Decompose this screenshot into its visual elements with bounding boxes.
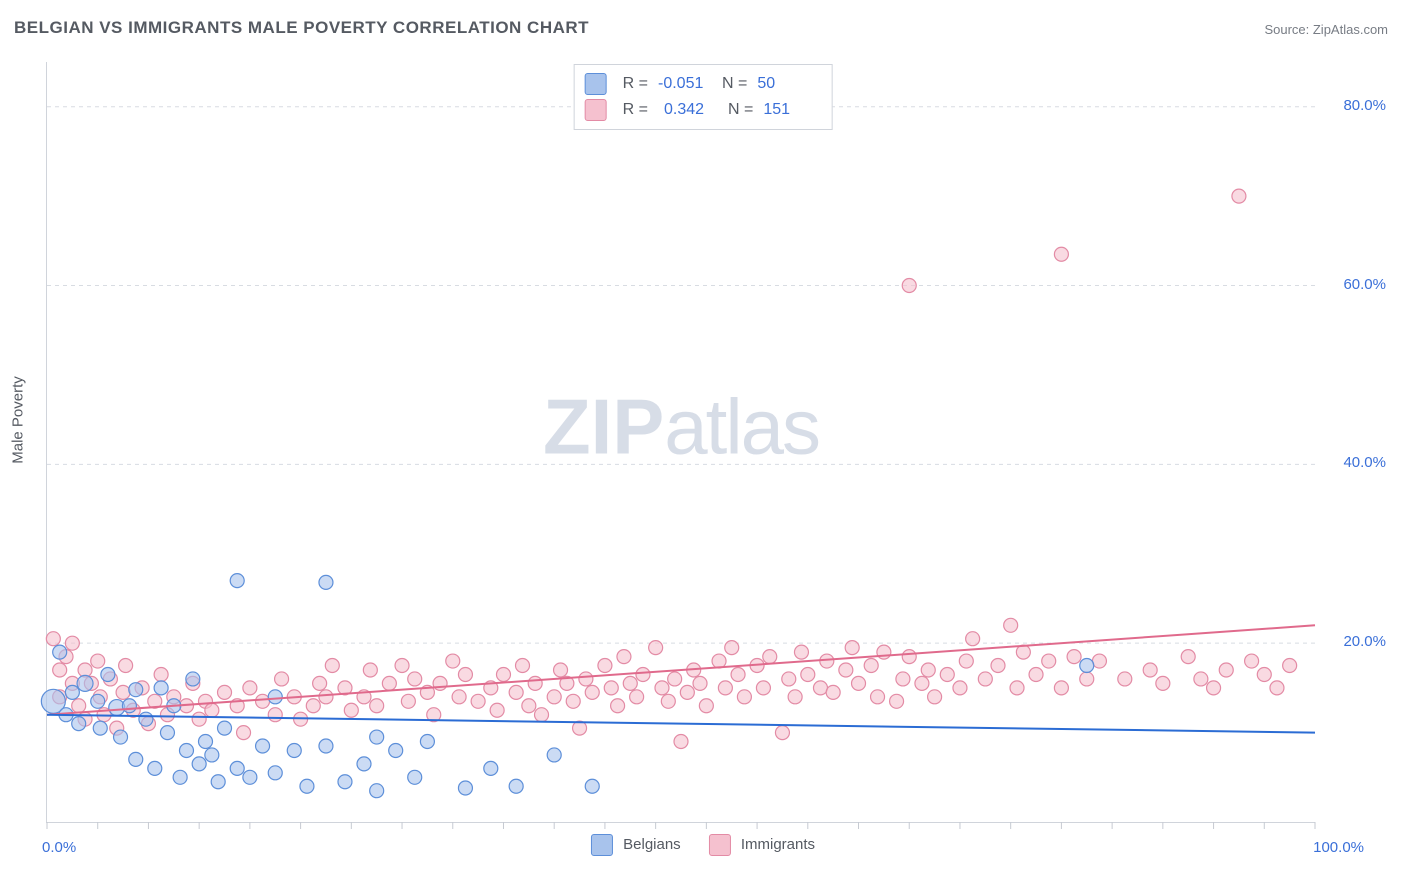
y-axis-label: Male Poverty: [10, 376, 27, 464]
x-max-label: 100.0%: [1313, 839, 1364, 856]
r-label: R =: [623, 71, 648, 97]
plot-svg: [47, 62, 1315, 822]
legend-belgians: Belgians: [591, 834, 681, 856]
r-value-belgians: -0.051: [658, 71, 712, 97]
legend-bottom: Belgians Immigrants: [591, 834, 815, 856]
swatch-belgians-icon: [585, 73, 607, 95]
legend-top-row-immigrants: R = 0.342 N = 151: [585, 97, 818, 123]
swatch-immigrants-icon: [585, 99, 607, 121]
y-tick-label: 80.0%: [1343, 97, 1386, 114]
r-label: R =: [623, 97, 648, 123]
legend-immigrants: Immigrants: [709, 834, 815, 856]
n-label: N =: [728, 97, 753, 123]
legend-immigrants-label: Immigrants: [741, 836, 815, 853]
n-label: N =: [722, 71, 747, 97]
source-attribution: Source: ZipAtlas.com: [1264, 22, 1388, 37]
legend-top-row-belgians: R = -0.051 N = 50: [585, 71, 818, 97]
chart-title: BELGIAN VS IMMIGRANTS MALE POVERTY CORRE…: [14, 18, 589, 38]
y-tick-label: 60.0%: [1343, 276, 1386, 293]
y-tick-label: 40.0%: [1343, 454, 1386, 471]
n-value-belgians: 50: [757, 71, 811, 97]
y-tick-label: 20.0%: [1343, 633, 1386, 650]
r-value-immigrants: 0.342: [658, 97, 718, 123]
swatch-immigrants: [709, 834, 731, 856]
legend-belgians-label: Belgians: [623, 836, 681, 853]
swatch-belgians: [591, 834, 613, 856]
x-min-label: 0.0%: [42, 839, 76, 856]
scatter-plot: ZIPatlas: [46, 62, 1315, 823]
n-value-immigrants: 151: [763, 97, 817, 123]
legend-top: R = -0.051 N = 50 R = 0.342 N = 151: [574, 64, 833, 130]
